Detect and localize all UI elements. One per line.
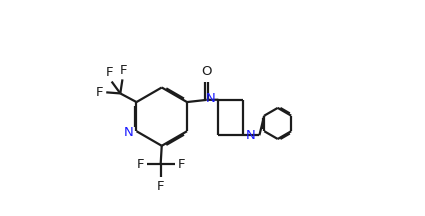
Text: F: F: [178, 158, 185, 171]
Text: F: F: [157, 180, 164, 193]
Text: N: N: [206, 92, 216, 105]
Text: N: N: [246, 129, 255, 143]
Text: F: F: [106, 66, 113, 79]
Text: F: F: [136, 158, 144, 171]
Text: N: N: [124, 126, 134, 139]
Text: F: F: [96, 86, 103, 99]
Text: F: F: [120, 64, 127, 76]
Text: O: O: [201, 65, 212, 78]
